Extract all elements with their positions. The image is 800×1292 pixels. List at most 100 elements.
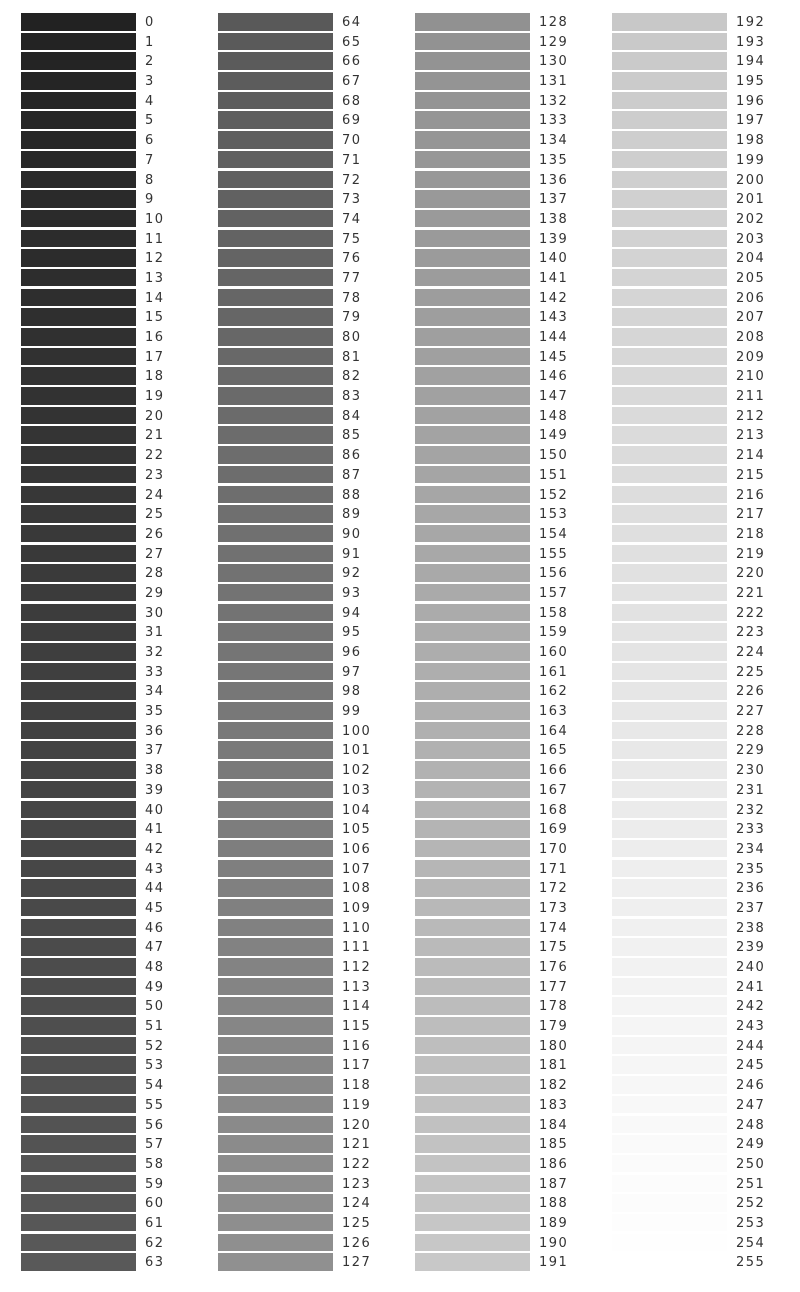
gray-swatch: [21, 997, 136, 1015]
gray-level-label: 192: [736, 15, 766, 30]
swatch-row: 148: [415, 406, 590, 427]
swatch-row: 130: [415, 52, 590, 72]
gray-swatch: [21, 898, 136, 917]
gray-swatch: [415, 229, 530, 248]
gray-swatch: [612, 308, 727, 326]
gray-swatch: [21, 583, 136, 602]
gray-level-label: 247: [736, 1097, 766, 1113]
swatch-row: 123: [218, 1174, 393, 1195]
gray-swatch: [415, 1253, 530, 1271]
gray-level-label: 123: [342, 1176, 372, 1192]
gray-level-label: 185: [539, 1137, 569, 1153]
gray-swatch: [415, 741, 530, 759]
gray-level-label: 177: [539, 979, 569, 995]
gray-level-label: 171: [539, 861, 569, 877]
gray-swatch: [415, 583, 530, 602]
gray-level-label: 56: [145, 1117, 165, 1133]
gray-swatch: [21, 977, 136, 996]
swatch-row: 78: [218, 288, 393, 309]
gray-level-label: 140: [539, 251, 569, 267]
swatch-row: 37: [21, 741, 196, 761]
gray-swatch: [612, 505, 727, 523]
gray-swatch: [415, 859, 530, 878]
swatch-row: 49: [21, 977, 196, 998]
gray-swatch: [415, 1233, 530, 1252]
gray-swatch: [21, 879, 136, 897]
gray-swatch: [612, 426, 727, 444]
gray-swatch: [21, 190, 136, 208]
gray-swatch: [612, 524, 727, 543]
swatch-row: 151: [415, 465, 590, 486]
gray-swatch: [415, 761, 530, 779]
gray-swatch: [415, 800, 530, 818]
swatch-row: 85: [218, 426, 393, 446]
swatch-row: 150: [415, 446, 590, 466]
gray-level-label: 163: [539, 704, 569, 720]
gray-level-label: 58: [145, 1156, 165, 1172]
swatch-row: 164: [415, 721, 590, 742]
gray-swatch: [21, 150, 136, 169]
gray-level-label: 125: [342, 1215, 372, 1231]
swatch-row: 13: [21, 268, 196, 289]
gray-level-label: 18: [145, 369, 165, 385]
swatch-row: 61: [21, 1213, 196, 1234]
gray-swatch: [218, 288, 333, 307]
gray-level-label: 127: [342, 1255, 372, 1271]
gray-swatch: [415, 150, 530, 169]
gray-swatch: [612, 229, 727, 248]
gray-level-label: 241: [736, 979, 766, 995]
gray-level-label: 131: [539, 74, 569, 90]
gray-swatch: [21, 367, 136, 385]
swatch-row: 121: [218, 1135, 393, 1155]
gray-swatch: [21, 544, 136, 563]
swatch-row: 243: [612, 1017, 787, 1037]
gray-swatch: [218, 918, 333, 937]
swatch-row: 35: [21, 702, 196, 722]
gray-swatch: [218, 1056, 333, 1074]
swatch-row: 226: [612, 682, 787, 702]
gray-swatch: [218, 977, 333, 996]
swatch-row: 10: [21, 209, 196, 230]
gray-swatch: [612, 150, 727, 169]
gray-level-label: 80: [342, 330, 362, 345]
gray-swatch: [612, 111, 727, 129]
gray-level-label: 81: [342, 349, 362, 365]
gray-level-label: 101: [342, 743, 372, 759]
swatch-row: 160: [415, 643, 590, 663]
gray-level-label: 237: [736, 900, 766, 916]
gray-swatch: [218, 308, 333, 326]
swatch-row: 83: [218, 387, 393, 407]
gray-swatch: [21, 32, 136, 51]
gray-swatch: [415, 505, 530, 523]
swatch-row: 219: [612, 544, 787, 565]
gray-level-label: 143: [539, 310, 569, 326]
gray-level-label: 219: [736, 546, 766, 562]
gray-level-label: 138: [539, 211, 569, 227]
gray-level-label: 47: [145, 940, 165, 956]
swatch-row: 117: [218, 1056, 393, 1076]
gray-swatch: [415, 918, 530, 937]
swatch-row: 248: [612, 1115, 787, 1136]
gray-level-label: 190: [539, 1235, 569, 1251]
gray-swatch: [21, 761, 136, 779]
gray-level-label: 13: [145, 270, 165, 286]
gray-level-label: 238: [736, 920, 766, 936]
swatch-row: 173: [415, 898, 590, 919]
swatch-row: 131: [415, 72, 590, 92]
swatch-row: 81: [218, 347, 393, 368]
swatch-row: 155: [415, 544, 590, 565]
swatch-row: 196: [612, 91, 787, 112]
swatch-row: 105: [218, 820, 393, 840]
gray-swatch: [415, 406, 530, 425]
gray-swatch: [612, 643, 727, 661]
swatch-row: 158: [415, 603, 590, 624]
swatch-row: 27: [21, 544, 196, 565]
gray-swatch: [612, 721, 727, 740]
gray-swatch: [415, 1017, 530, 1035]
gray-swatch: [218, 800, 333, 818]
swatch-row: 134: [415, 131, 590, 151]
swatch-row: 91: [218, 544, 393, 565]
gray-swatch: [218, 426, 333, 444]
gray-level-label: 248: [736, 1117, 766, 1133]
gray-swatch: [21, 465, 136, 484]
